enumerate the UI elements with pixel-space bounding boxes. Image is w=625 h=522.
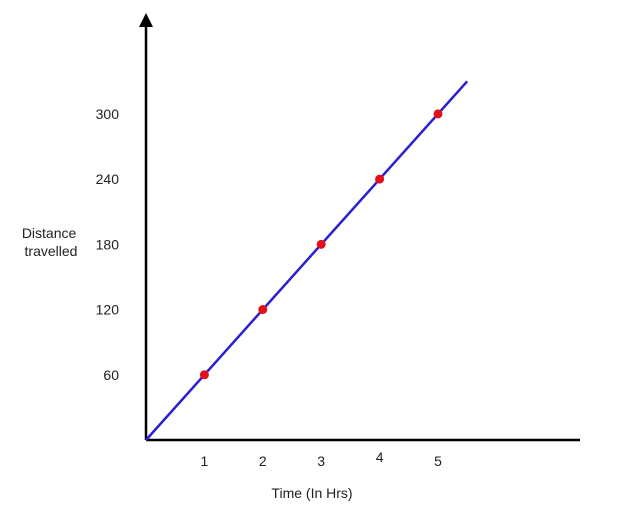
series-line [145, 80, 469, 441]
y-axis-label-line-1: Distance [22, 225, 77, 241]
y-tick-label: 300 [96, 106, 120, 122]
x-axis-label: Time (In Hrs) [271, 485, 352, 501]
y-tick-label: 120 [96, 302, 120, 318]
axes [139, 13, 580, 442]
y-tick-label: 60 [103, 367, 119, 383]
data-point [433, 109, 443, 119]
data-point [316, 239, 326, 249]
y-tick-label: 180 [96, 236, 120, 252]
x-tick-labels: 1 2 3 4 5 [201, 449, 443, 469]
data-point [199, 370, 209, 380]
x-tick-label: 3 [317, 453, 325, 469]
y-tick-labels: 60 120 180 240 300 [96, 106, 120, 383]
x-tick-label: 4 [376, 449, 384, 465]
data-point [375, 174, 385, 184]
y-axis-arrowhead [139, 13, 153, 27]
series-layer [145, 80, 469, 441]
x-tick-label: 2 [259, 453, 267, 469]
y-tick-label: 240 [96, 171, 120, 187]
y-axis-label-line-2: travelled [25, 243, 78, 259]
x-tick-label: 5 [434, 453, 442, 469]
x-tick-label: 1 [201, 453, 209, 469]
data-point [258, 305, 268, 315]
y-axis-label: Distance travelled [22, 225, 80, 259]
